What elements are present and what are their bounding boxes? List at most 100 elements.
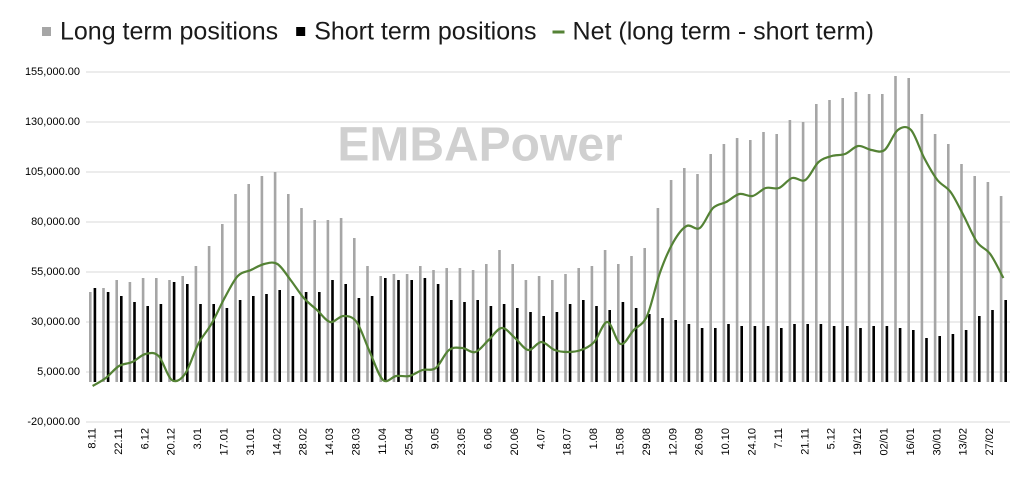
bar bbox=[423, 278, 427, 382]
bar bbox=[749, 140, 752, 382]
bar bbox=[788, 120, 792, 382]
x-tick-label: 02/01 bbox=[879, 428, 891, 456]
legend-swatch bbox=[42, 27, 51, 36]
bar bbox=[115, 280, 118, 382]
x-tick-label: 9.05 bbox=[430, 428, 442, 449]
bar bbox=[656, 208, 660, 382]
bar bbox=[854, 92, 858, 382]
bar bbox=[793, 324, 796, 382]
x-tick-label: 28.02 bbox=[298, 428, 310, 456]
bar bbox=[999, 196, 1003, 382]
bar bbox=[925, 338, 928, 382]
bar bbox=[806, 324, 809, 382]
bar bbox=[735, 138, 739, 382]
x-tick-label: 30/01 bbox=[931, 428, 943, 456]
bar bbox=[978, 316, 981, 382]
bar bbox=[291, 296, 295, 382]
net-line bbox=[92, 125, 1005, 387]
legend-label: Long term positions bbox=[60, 18, 278, 46]
bar bbox=[938, 336, 941, 382]
bar bbox=[225, 308, 229, 382]
x-tick-label: 14.03 bbox=[324, 428, 336, 456]
bar bbox=[762, 132, 765, 382]
x-tick-label: 14.02 bbox=[271, 428, 283, 456]
x-tick-label: 24.10 bbox=[747, 428, 759, 456]
bar bbox=[648, 314, 651, 382]
bar bbox=[621, 302, 625, 382]
bar bbox=[397, 280, 400, 382]
bar bbox=[326, 220, 330, 382]
bar bbox=[537, 276, 541, 382]
y-tick-label: -20,000.00 bbox=[27, 416, 80, 428]
bar bbox=[155, 278, 158, 382]
bar bbox=[265, 294, 268, 382]
bar bbox=[141, 278, 145, 382]
y-tick-label: 30,000.00 bbox=[31, 316, 80, 328]
bar bbox=[582, 300, 585, 382]
bar bbox=[617, 264, 620, 382]
bar bbox=[898, 328, 902, 382]
bar bbox=[489, 306, 493, 382]
bar bbox=[313, 220, 316, 382]
y-tick-label: 80,000.00 bbox=[31, 216, 80, 228]
x-tick-label: 21.11 bbox=[799, 428, 811, 455]
bar bbox=[687, 324, 691, 382]
bar bbox=[859, 328, 862, 382]
bar bbox=[524, 280, 528, 382]
x-tick-label: 3.01 bbox=[192, 428, 204, 449]
x-tick-label: 12.09 bbox=[667, 428, 679, 456]
legend-swatch bbox=[296, 27, 306, 36]
x-tick-label: 18.07 bbox=[562, 428, 574, 456]
bar bbox=[392, 274, 396, 382]
bar bbox=[960, 164, 963, 382]
x-tick-label: 5.12 bbox=[826, 428, 838, 449]
bar bbox=[502, 304, 506, 382]
bar bbox=[669, 180, 673, 382]
x-tick-label: 10.10 bbox=[720, 428, 732, 456]
bar bbox=[476, 300, 479, 382]
bar bbox=[181, 276, 184, 382]
bar bbox=[1004, 300, 1007, 382]
bar bbox=[894, 76, 897, 382]
bar bbox=[753, 326, 757, 382]
bar bbox=[485, 264, 488, 382]
x-tick-label: 20.12 bbox=[166, 428, 178, 456]
bar bbox=[89, 292, 92, 382]
bar bbox=[304, 292, 308, 382]
bar bbox=[951, 334, 955, 382]
bar bbox=[384, 278, 387, 382]
y-tick-label: 105,000.00 bbox=[25, 166, 80, 178]
bar bbox=[419, 266, 422, 382]
bar bbox=[801, 122, 805, 382]
x-tick-label: 23.05 bbox=[456, 428, 468, 456]
x-tick-label: 20.06 bbox=[509, 428, 521, 456]
bar bbox=[933, 134, 937, 382]
bar bbox=[353, 238, 356, 382]
x-tick-label: 4.07 bbox=[535, 428, 547, 449]
bar bbox=[287, 194, 290, 382]
bar bbox=[542, 316, 545, 382]
bar bbox=[516, 308, 519, 382]
bar bbox=[846, 326, 849, 382]
bar bbox=[357, 298, 361, 382]
x-tick-label: 29.08 bbox=[641, 428, 653, 456]
bar bbox=[273, 172, 277, 382]
x-tick-label: 27/02 bbox=[984, 428, 996, 456]
bar bbox=[828, 100, 831, 382]
bar bbox=[696, 174, 699, 382]
bar bbox=[207, 246, 211, 382]
x-tick-label: 6.06 bbox=[483, 428, 495, 449]
bar bbox=[344, 284, 347, 382]
bar bbox=[714, 328, 717, 382]
bar bbox=[450, 300, 453, 382]
bar bbox=[120, 296, 123, 382]
bar bbox=[238, 300, 242, 382]
bar bbox=[128, 282, 132, 382]
bar bbox=[590, 266, 594, 382]
bar bbox=[603, 250, 607, 382]
bar bbox=[436, 284, 440, 382]
bar bbox=[405, 274, 409, 382]
bar bbox=[595, 306, 598, 382]
bar bbox=[260, 176, 264, 382]
